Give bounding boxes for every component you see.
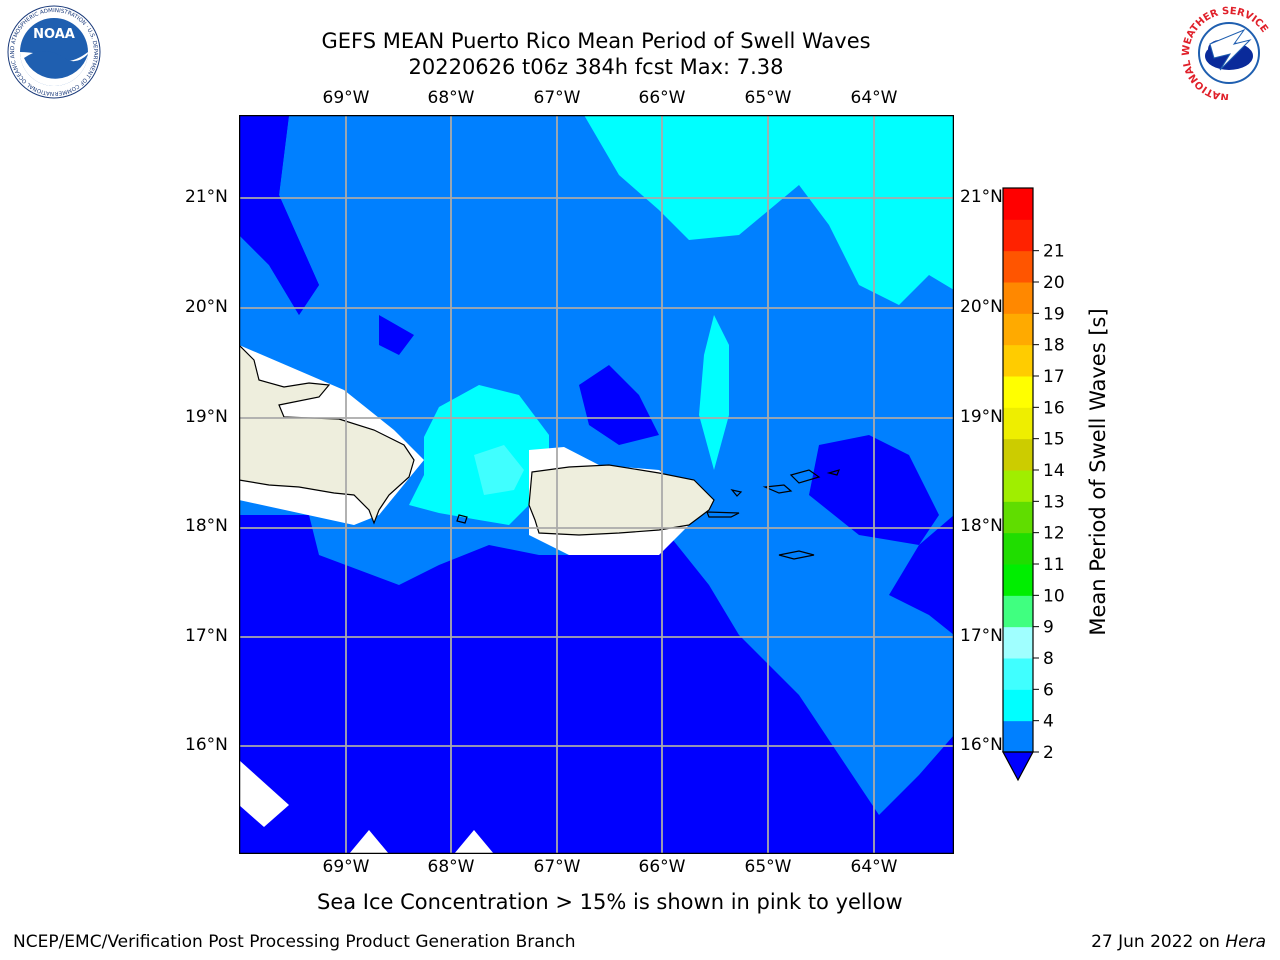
- lat-label-left: 18°N: [185, 516, 228, 536]
- graticule: [239, 115, 954, 854]
- lat-label-right: 17°N: [960, 626, 1003, 646]
- colorbar-tick-label: 8: [1043, 649, 1054, 669]
- colorbar-swatch: [1003, 250, 1033, 283]
- lon-label-top: 67°W: [533, 88, 581, 108]
- nws-logo: NATIONAL WEATHER SERVICE: [1181, 6, 1275, 100]
- lon-label-top: 68°W: [427, 88, 475, 108]
- colorbar-swatch: [1003, 689, 1033, 722]
- colorbar-tick-label: 9: [1043, 618, 1054, 638]
- colorbar-tick-label: 10: [1043, 586, 1065, 606]
- lat-label-left: 17°N: [185, 626, 228, 646]
- colorbar-swatch: [1003, 344, 1033, 377]
- colorbar-swatch: [1003, 470, 1033, 502]
- lat-label-right: 16°N: [960, 735, 1003, 755]
- colorbar-tick-label: 18: [1043, 336, 1065, 356]
- colorbar-tick-label: 20: [1043, 273, 1065, 293]
- lon-label-bottom: 65°W: [744, 857, 792, 877]
- lat-label-left: 16°N: [185, 735, 228, 755]
- lon-label-top: 65°W: [744, 88, 792, 108]
- colorbar-swatch: [1003, 188, 1033, 220]
- colorbar-tick-label: 15: [1043, 430, 1065, 450]
- colorbar-swatches: [1003, 188, 1033, 753]
- colorbar-swatch: [1003, 219, 1033, 252]
- lat-label-right: 19°N: [960, 407, 1003, 427]
- chart-title: GEFS MEAN Puerto Rico Mean Period of Swe…: [321, 29, 871, 53]
- colorbar-swatch: [1003, 595, 1033, 628]
- colorbar-swatch: [1003, 501, 1033, 534]
- colorbar: 2 4 6 8 9 10 11 12 13 14 15 16 17 18 19 20 21: [1001, 187, 1065, 782]
- lon-label-bottom: 66°W: [638, 857, 686, 877]
- map-frame: [239, 115, 954, 854]
- colorbar-ticks: 2 4 6 8 9 10 11 12 13 14 15 16 17 18 19 20 21: [1033, 242, 1065, 763]
- colorbar-swatch: [1003, 658, 1033, 690]
- map-panel: [239, 115, 954, 854]
- lon-label-bottom: 64°W: [850, 857, 898, 877]
- colorbar-tick-label: 2: [1043, 743, 1054, 763]
- colorbar-tick-label: 6: [1043, 680, 1054, 700]
- footer-credit: NCEP/EMC/Verification Post Processing Pr…: [13, 932, 576, 952]
- lon-label-top: 66°W: [638, 88, 686, 108]
- lon-label-top: 69°W: [322, 88, 370, 108]
- colorbar-swatch: [1003, 376, 1033, 408]
- colorbar-tick-label: 13: [1043, 492, 1065, 512]
- lat-label-right: 18°N: [960, 516, 1003, 536]
- footer-machine: Hera: [1225, 932, 1266, 952]
- footer-date: 27 Jun 2022 on Hera: [1091, 932, 1266, 952]
- colorbar-swatch: [1003, 626, 1033, 659]
- colorbar-swatch: [1003, 720, 1033, 753]
- lat-label-right: 20°N: [960, 297, 1003, 317]
- colorbar-tick-label: 12: [1043, 524, 1065, 544]
- lat-label-left: 20°N: [185, 297, 228, 317]
- colorbar-tick-label: 16: [1043, 398, 1065, 418]
- colorbar-label: Mean Period of Swell Waves [s]: [1086, 308, 1110, 636]
- colorbar-swatch: [1003, 282, 1033, 314]
- colorbar-tick-label: 19: [1043, 304, 1065, 324]
- colorbar-tick-label: 14: [1043, 461, 1065, 481]
- colorbar-swatch: [1003, 564, 1033, 596]
- colorbar-tick-label: 4: [1043, 712, 1054, 732]
- lon-label-top: 64°W: [850, 88, 898, 108]
- land-masses: [239, 344, 841, 560]
- lon-label-bottom: 69°W: [322, 857, 370, 877]
- colorbar-frame: [1002, 187, 1034, 753]
- colorbar-swatch: [1003, 407, 1033, 440]
- sea-ice-note: Sea Ice Concentration > 15% is shown in …: [317, 890, 903, 914]
- lat-label-left: 21°N: [185, 187, 228, 207]
- colorbar-tick-label: 11: [1043, 555, 1065, 575]
- svg-text:NOAA: NOAA: [33, 27, 75, 42]
- lat-label-left: 19°N: [185, 407, 228, 427]
- colorbar-tick-label: 17: [1043, 367, 1065, 387]
- colorbar-swatch: [1003, 532, 1033, 565]
- lon-label-bottom: 68°W: [427, 857, 475, 877]
- chart-subtitle: 20220626 t06z 384h fcst Max: 7.38: [408, 55, 784, 79]
- lat-label-right: 21°N: [960, 187, 1003, 207]
- colorbar-swatch: [1003, 438, 1033, 471]
- footer-date-text: 27 Jun 2022 on: [1091, 932, 1226, 952]
- colorbar-under-arrow: [1001, 751, 1035, 782]
- colorbar-swatch: [1003, 313, 1033, 346]
- lon-label-bottom: 67°W: [533, 857, 581, 877]
- noaa-logo: NOAA NATIONAL OCEANIC AND ATMOSPHERIC AD…: [4, 4, 101, 99]
- colorbar-tick-label: 21: [1043, 242, 1065, 262]
